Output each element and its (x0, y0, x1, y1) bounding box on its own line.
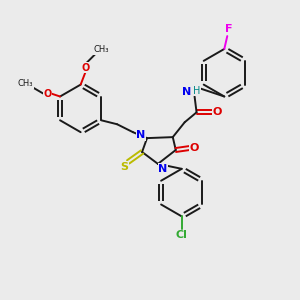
Text: H: H (193, 85, 200, 96)
Text: N: N (158, 164, 167, 174)
Text: N: N (136, 130, 146, 140)
Text: CH₃: CH₃ (18, 79, 33, 88)
Text: O: O (190, 143, 199, 153)
Text: O: O (43, 88, 51, 98)
Text: S: S (120, 162, 128, 172)
Text: N: N (182, 86, 191, 97)
Text: F: F (224, 24, 232, 34)
Text: O: O (82, 63, 90, 73)
Text: O: O (213, 107, 222, 117)
Text: CH₃: CH₃ (94, 45, 109, 54)
Text: Cl: Cl (176, 230, 188, 240)
